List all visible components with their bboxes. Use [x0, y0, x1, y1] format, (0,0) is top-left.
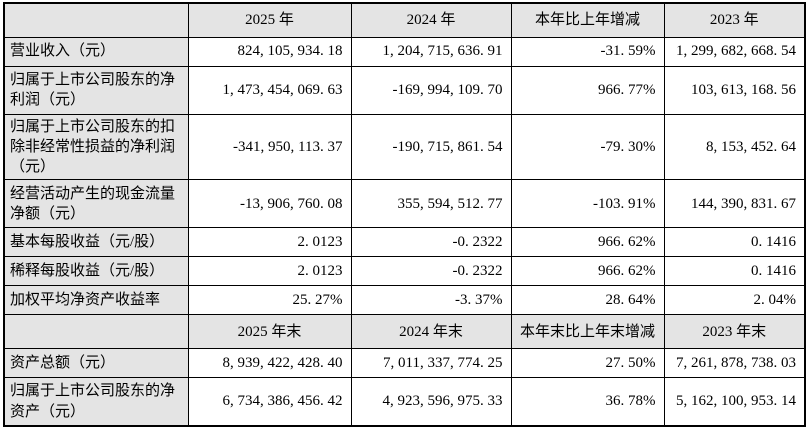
cell-value: -103. 91%: [510, 179, 665, 229]
header-cell-empty: [3, 2, 189, 38]
table-row-basic-eps: 基本每股收益（元/股） 2. 0123 -0. 2322 966. 62% 0.…: [3, 227, 806, 258]
cell-value: -13, 906, 760. 08: [187, 179, 352, 229]
table-row-operating-revenue: 营业收入（元） 824, 105, 934. 18 1, 204, 715, 6…: [3, 36, 806, 67]
header-cell-year-2023: 2023 年: [663, 2, 806, 38]
row-label: 归属于上市公司股东的扣除非经常性损益的净利润（元）: [3, 113, 189, 181]
header-cell-yoy-change: 本年比上年增减: [510, 2, 665, 38]
cell-value: 8, 939, 422, 428. 40: [187, 348, 352, 379]
header-cell-yearend-change: 本年末比上年末增减: [510, 314, 665, 350]
header-cell-year-2024: 2024 年: [350, 2, 512, 38]
cell-value: -190, 715, 861. 54: [350, 113, 512, 181]
table-row-diluted-eps: 稀释每股收益（元/股） 2. 0123 -0. 2322 966. 62% 0.…: [3, 256, 806, 287]
cell-value: 28. 64%: [510, 285, 665, 316]
row-label: 资产总额（元）: [3, 348, 189, 379]
cell-value: 1, 473, 454, 069. 63: [187, 65, 352, 115]
cell-value: 1, 204, 715, 636. 91: [350, 36, 512, 67]
cell-value: -341, 950, 113. 37: [187, 113, 352, 181]
row-label: 归属于上市公司股东的净利润（元）: [3, 65, 189, 115]
cell-value: -0. 2322: [350, 256, 512, 287]
header-cell-yearend-2024: 2024 年末: [350, 314, 512, 350]
table-row-net-profit-excl-nonrecurring: 归属于上市公司股东的扣除非经常性损益的净利润（元） -341, 950, 113…: [3, 113, 806, 181]
cell-value: -31. 59%: [510, 36, 665, 67]
cell-value: 5, 162, 100, 953. 14: [663, 377, 806, 427]
cell-value: 966. 62%: [510, 256, 665, 287]
table-row-net-profit: 归属于上市公司股东的净利润（元） 1, 473, 454, 069. 63 -1…: [3, 65, 806, 115]
cell-value: -79. 30%: [510, 113, 665, 181]
cell-value: 27. 50%: [510, 348, 665, 379]
cell-value: 966. 77%: [510, 65, 665, 115]
header-cell-year-2025: 2025 年: [187, 2, 352, 38]
cell-value: -3. 37%: [350, 285, 512, 316]
cell-value: 36. 78%: [510, 377, 665, 427]
cell-value: 25. 27%: [187, 285, 352, 316]
cell-value: 2. 0123: [187, 256, 352, 287]
header-cell-yearend-2025: 2025 年末: [187, 314, 352, 350]
cell-value: 1, 299, 682, 668. 54: [663, 36, 806, 67]
year-end-header-row: 2025 年末 2024 年末 本年末比上年末增减 2023 年末: [3, 314, 806, 350]
row-label: 稀释每股收益（元/股）: [3, 256, 189, 287]
cell-value: 144, 390, 831. 67: [663, 179, 806, 229]
cell-value: 0. 1416: [663, 256, 806, 287]
header-cell-yearend-2023: 2023 年末: [663, 314, 806, 350]
cell-value: 0. 1416: [663, 227, 806, 258]
row-label: 基本每股收益（元/股）: [3, 227, 189, 258]
table-row-weighted-avg-roe: 加权平均净资产收益率 25. 27% -3. 37% 28. 64% 2. 04…: [3, 285, 806, 316]
cell-value: 355, 594, 512. 77: [350, 179, 512, 229]
cell-value: 824, 105, 934. 18: [187, 36, 352, 67]
table-row-operating-cash-flow: 经营活动产生的现金流量净额（元） -13, 906, 760. 08 355, …: [3, 179, 806, 229]
cell-value: 966. 62%: [510, 227, 665, 258]
cell-value: 2. 04%: [663, 285, 806, 316]
cell-value: 8, 153, 452. 64: [663, 113, 806, 181]
cell-value: -0. 2322: [350, 227, 512, 258]
cell-value: 7, 261, 878, 738. 03: [663, 348, 806, 379]
cell-value: 2. 0123: [187, 227, 352, 258]
cell-value: 6, 734, 386, 456. 42: [187, 377, 352, 427]
annual-header-row: 2025 年 2024 年 本年比上年增减 2023 年: [3, 2, 806, 38]
cell-value: 103, 613, 168. 56: [663, 65, 806, 115]
row-label: 经营活动产生的现金流量净额（元）: [3, 179, 189, 229]
row-label: 加权平均净资产收益率: [3, 285, 189, 316]
row-label: 营业收入（元）: [3, 36, 189, 67]
header-cell-empty: [3, 314, 189, 350]
cell-value: 4, 923, 596, 975. 33: [350, 377, 512, 427]
cell-value: -169, 994, 109. 70: [350, 65, 512, 115]
cell-value: 7, 011, 337, 774. 25: [350, 348, 512, 379]
financial-summary-table: 2025 年 2024 年 本年比上年增减 2023 年 营业收入（元） 824…: [3, 2, 806, 427]
table-row-net-assets: 归属于上市公司股东的净资产（元） 6, 734, 386, 456. 42 4,…: [3, 377, 806, 427]
row-label: 归属于上市公司股东的净资产（元）: [3, 377, 189, 427]
table-row-total-assets: 资产总额（元） 8, 939, 422, 428. 40 7, 011, 337…: [3, 348, 806, 379]
